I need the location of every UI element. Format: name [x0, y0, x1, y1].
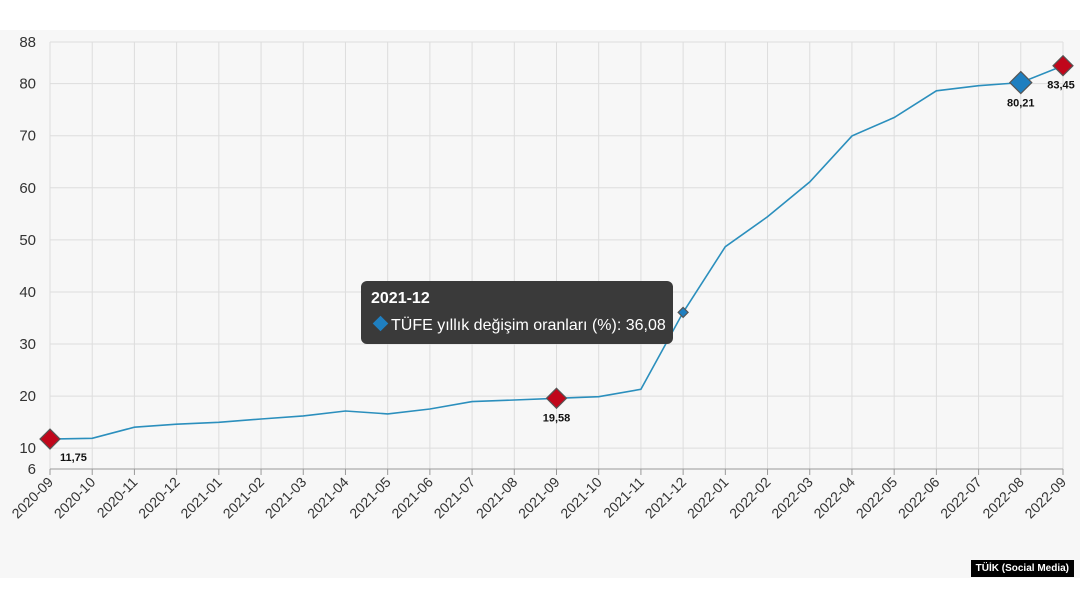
y-tick-label: 40: [19, 284, 36, 301]
line-chart: 6 10 20 30 40 50 60 70 80 88 2020-092020-102020-11…: [8, 34, 1075, 522]
x-tick-label: 2020-12: [135, 474, 183, 522]
y-tick-label: 30: [19, 336, 36, 353]
hovered-data-point: [677, 306, 689, 319]
source-label: TÜİK (Social Media): [970, 560, 1074, 577]
data-label: 83,45: [1047, 80, 1075, 92]
data-tooltip: 2021-12 TÜFE yıllık değişim oranları (%)…: [361, 281, 673, 344]
x-tick-label: 2020-10: [51, 474, 99, 522]
x-tick-label: 2022-03: [768, 474, 816, 522]
tooltip-value: TÜFE yıllık değişim oranları (%): 36,08: [391, 317, 666, 334]
x-tick-label: 2021-06: [388, 474, 436, 522]
data-label: 11,75: [60, 452, 87, 464]
x-tick-label: 2022-05: [853, 474, 901, 522]
x-tick-label: 2021-10: [557, 474, 605, 522]
x-tick-label: 2022-04: [810, 474, 858, 522]
data-label: 19,58: [543, 412, 571, 424]
chart-area: 6 10 20 30 40 50 60 70 80 88 2020-09 2020-10 2020-11…: [0, 30, 1080, 578]
highlighted-data-point: [545, 387, 568, 410]
x-tick-label: 2022-07: [937, 474, 985, 522]
x-tick-label: 2022-02: [726, 474, 774, 522]
diamond-marker-icon: [372, 315, 389, 332]
x-tick-label: 2020-09: [8, 474, 56, 522]
data-label: 80,21: [1007, 98, 1035, 110]
tooltip-title: 2021-12: [371, 290, 430, 307]
x-tick-label: 2021-11: [600, 474, 647, 521]
highlighted-data-point: [1008, 70, 1033, 95]
x-tick-label: 2021-03: [262, 474, 310, 522]
tooltip-row: TÜFE yıllık değişim oranları (%): 36,08: [371, 315, 666, 337]
y-tick-label: 70: [19, 128, 36, 145]
x-tick-label: 2021-04: [304, 474, 352, 522]
x-tick-label: 2021-12: [642, 474, 690, 522]
y-tick-label: 80: [19, 76, 36, 93]
y-tick-label: 20: [19, 388, 36, 405]
highlighted-data-point: [1052, 54, 1074, 77]
x-tick-label: 2020-11: [94, 474, 141, 521]
y-tick-label: 60: [19, 180, 36, 197]
x-tick-label: 2021-05: [346, 474, 394, 522]
x-tick-label: 2021-02: [220, 474, 268, 522]
y-tick-label: 88: [19, 34, 36, 51]
x-tick-label: 2021-08: [473, 474, 521, 522]
x-tick-label: 2022-09: [1021, 474, 1069, 522]
y-tick-label: 6: [28, 461, 36, 478]
y-tick-label: 50: [19, 232, 36, 249]
x-tick-label: 2022-06: [895, 474, 943, 522]
y-tick-label: 10: [19, 440, 36, 457]
x-tick-label: 2022-01: [684, 474, 732, 522]
x-tick-label: 2021-07: [431, 474, 479, 522]
highlighted-data-point: [39, 428, 61, 450]
x-tick-label: 2021-01: [177, 474, 225, 522]
x-tick-label: 2021-09: [515, 474, 563, 522]
x-tick-label: 2022-08: [979, 474, 1027, 522]
